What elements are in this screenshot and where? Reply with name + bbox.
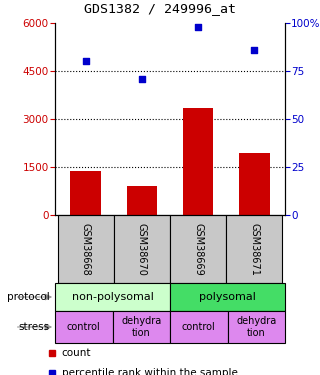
Text: count: count [62,348,91,357]
Point [196,24,201,30]
Text: dehydra
tion: dehydra tion [236,316,276,338]
Text: GSM38669: GSM38669 [193,223,203,275]
Bar [170,283,285,311]
Bar [170,215,226,283]
Bar [70,171,101,215]
Text: stress: stress [19,322,50,332]
Bar [55,311,113,343]
Bar [226,215,282,283]
Text: control: control [67,322,100,332]
Text: GSM38668: GSM38668 [81,223,91,275]
Bar [170,311,228,343]
Text: GSM38671: GSM38671 [249,223,259,275]
Bar [183,108,213,215]
Text: percentile rank within the sample: percentile rank within the sample [62,368,238,375]
Point [83,58,88,64]
Text: GSM38670: GSM38670 [137,223,147,275]
Point [140,76,145,82]
Bar [126,186,157,215]
Bar [113,311,170,343]
Bar [114,215,170,283]
Text: non-polysomal: non-polysomal [72,292,153,302]
Point [252,47,257,53]
Text: control: control [182,322,216,332]
Bar [239,153,269,215]
Bar [58,215,114,283]
Text: polysomal: polysomal [199,292,256,302]
Text: dehydra
tion: dehydra tion [121,316,161,338]
Text: protocol: protocol [7,292,50,302]
Bar [55,283,170,311]
Bar [228,311,285,343]
Text: GDS1382 / 249996_at: GDS1382 / 249996_at [84,2,236,15]
